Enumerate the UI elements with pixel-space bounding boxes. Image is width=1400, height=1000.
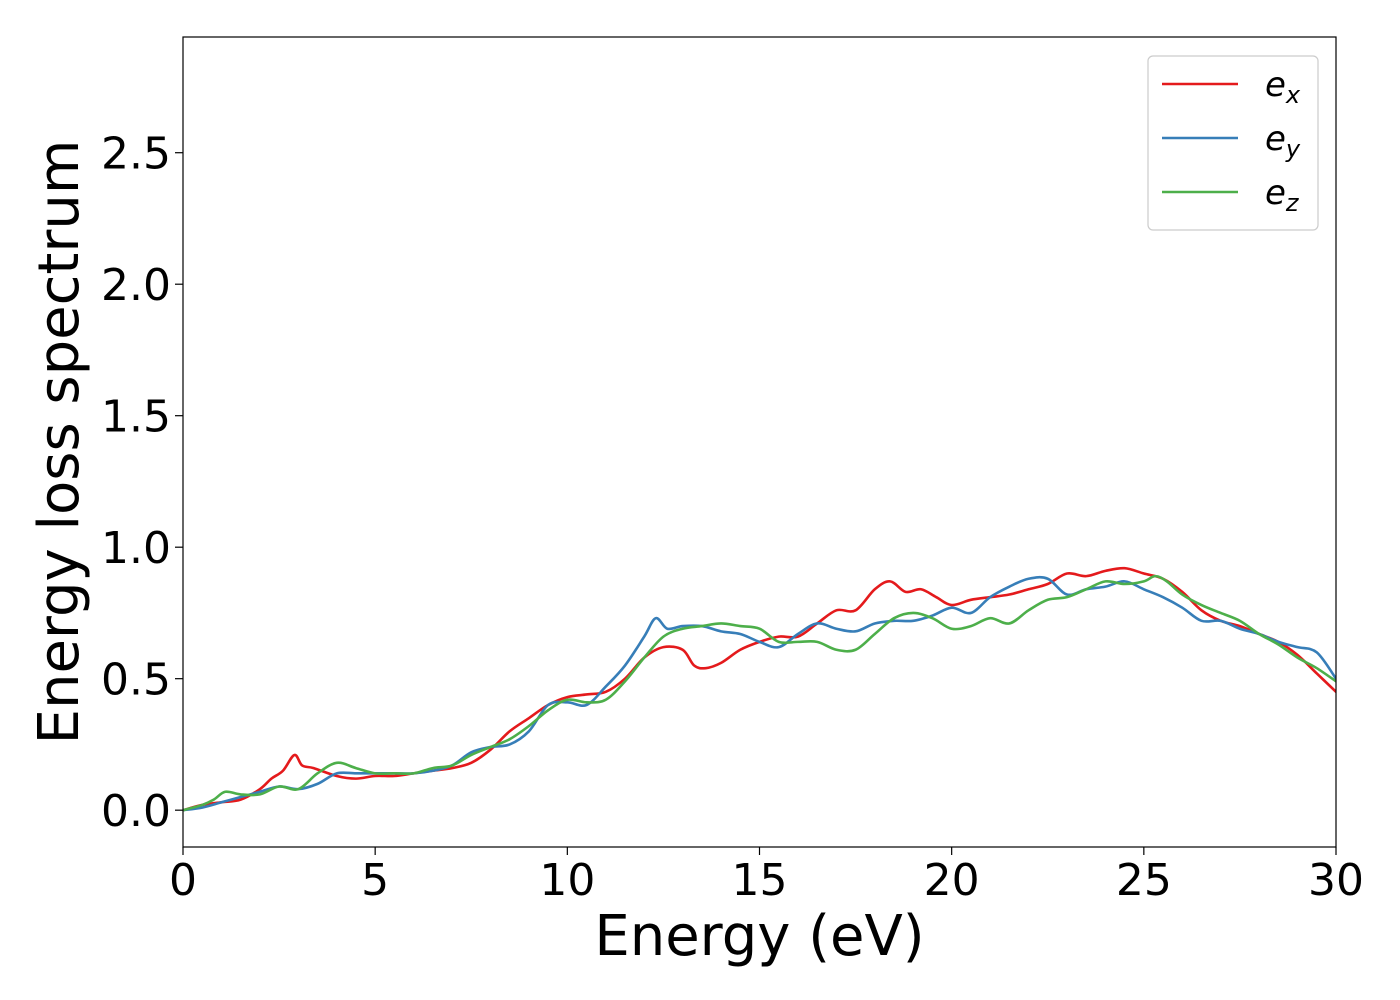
x-tick-label: 0 <box>169 855 197 906</box>
legend-label-y: ey <box>1265 119 1301 163</box>
legend-box <box>1147 55 1319 231</box>
x-tick-label: 20 <box>924 855 980 906</box>
x-tick-label: 30 <box>1308 855 1364 906</box>
x-tick-label: 10 <box>539 855 595 906</box>
y-tick-label: 0.5 <box>101 655 171 706</box>
x-axis-ticks: 0 5 10 15 20 25 30 <box>169 847 1364 906</box>
y-axis-ticks: 0.0 0.5 1.0 1.5 2.0 2.5 <box>101 129 183 837</box>
legend: ex ey ez <box>1147 55 1319 231</box>
series-line-x <box>183 566 1336 812</box>
x-axis-label: Energy (eV) <box>594 904 924 969</box>
y-tick-label: 2.0 <box>101 260 171 311</box>
y-tick-label: 1.0 <box>101 523 171 574</box>
y-tick-label: 2.5 <box>101 129 171 180</box>
x-tick-label: 15 <box>732 855 788 906</box>
legend-label-x: ex <box>1265 65 1301 109</box>
y-tick-label: 0.0 <box>101 786 171 837</box>
plot-lines <box>183 566 1336 812</box>
y-tick-label: 1.5 <box>101 392 171 443</box>
x-tick-label: 25 <box>1116 855 1172 906</box>
legend-label-z: ez <box>1265 173 1300 217</box>
series-line-z <box>183 574 1336 812</box>
x-tick-label: 5 <box>361 855 389 906</box>
y-axis-label: Energy loss spectrum <box>27 140 92 745</box>
